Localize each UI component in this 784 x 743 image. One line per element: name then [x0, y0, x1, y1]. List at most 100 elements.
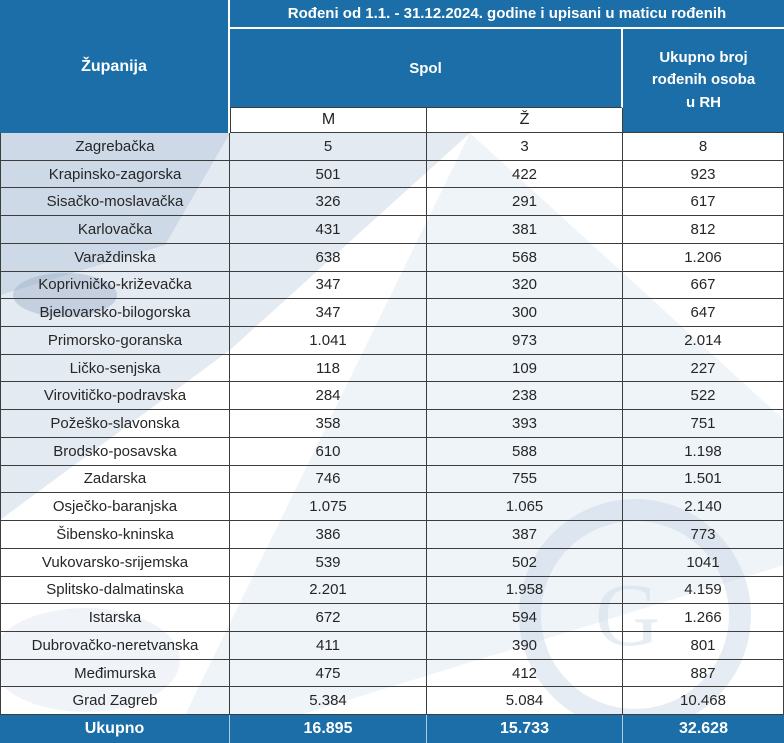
- total-count-cell: 1.198: [684, 442, 722, 460]
- female-count-cell: 5.084: [427, 687, 623, 715]
- table-row: Varaždinska 638 568 1.206: [1, 243, 783, 272]
- table-row: Međimurska 475 412 887: [1, 659, 783, 688]
- total-count-cell: 887: [690, 664, 716, 682]
- table-row: Grad Zagreb 5.384 5.084 10.468: [1, 687, 783, 716]
- female-count-cell: 320: [427, 271, 623, 299]
- table-row: Koprivničko-križevačka 347 320 667: [1, 271, 783, 300]
- male-count-cell: 501: [230, 160, 427, 188]
- total-row-label: Ukupno: [0, 715, 230, 743]
- female-column-header: Ž: [427, 108, 623, 133]
- male-count-cell: 5: [230, 133, 427, 160]
- county-column-header: Županija: [0, 0, 230, 133]
- county-name-cell: Međimurska: [1, 659, 230, 687]
- female-count-cell: 422: [427, 160, 623, 188]
- male-count-cell: 358: [230, 410, 427, 437]
- male-count-cell: 2.201: [230, 576, 427, 604]
- female-count-cell: 1.065: [427, 493, 623, 521]
- table-body: Zagrebačka 5 3 8 Krapinsko-zagorska 501 …: [0, 133, 784, 716]
- county-name-cell: Istarska: [1, 604, 230, 631]
- total-column-header: Ukupno broj rođenih osoba u RH: [623, 29, 784, 133]
- male-count-cell: 411: [230, 631, 427, 659]
- female-count-cell: 973: [427, 327, 623, 354]
- table-row: Šibensko-kninska 386 387 773: [1, 521, 783, 549]
- total-count-cell: 1041: [686, 553, 720, 571]
- county-name-cell: Šibensko-kninska: [1, 521, 230, 548]
- total-row: Ukupno 16.895 15.733 32.628: [0, 715, 784, 743]
- male-count-cell: 431: [230, 216, 427, 243]
- male-count-cell: 539: [230, 548, 427, 576]
- female-count-cell: 1.958: [427, 576, 623, 604]
- male-count-cell: 347: [230, 271, 427, 299]
- female-count-cell: 3: [427, 133, 623, 160]
- county-name-cell: Sisačko-moslavačka: [1, 188, 230, 216]
- male-count-cell: 326: [230, 188, 427, 216]
- county-name-cell: Brodsko-posavska: [1, 437, 230, 465]
- total-count-cell: 751: [690, 415, 716, 433]
- female-count-cell: 291: [427, 188, 623, 216]
- male-count-cell: 638: [230, 243, 427, 271]
- total-count-cell: 667: [690, 276, 716, 294]
- male-count-cell: 386: [230, 521, 427, 548]
- male-count-cell: 1.041: [230, 327, 427, 354]
- male-count-cell: 284: [230, 382, 427, 410]
- table-row: Požeško-slavonska 358 393 751: [1, 410, 783, 438]
- county-name-cell: Varaždinska: [1, 243, 230, 271]
- male-count-cell: 746: [230, 465, 427, 493]
- female-count-cell: 412: [427, 659, 623, 687]
- county-name-cell: Koprivničko-križevačka: [1, 271, 230, 299]
- male-count-cell: 1.075: [230, 493, 427, 521]
- total-count-cell: 1.266: [684, 609, 722, 627]
- table-row: Splitsko-dalmatinska 2.201 1.958 4.159: [1, 576, 783, 605]
- total-count-cell: 1.501: [684, 470, 722, 488]
- male-count-cell: 610: [230, 437, 427, 465]
- table-row: Karlovačka 431 381 812: [1, 216, 783, 244]
- female-count-cell: 238: [427, 382, 623, 410]
- table-row: Osječko-baranjska 1.075 1.065 2.140: [1, 493, 783, 522]
- county-name-cell: Bjelovarsko-bilogorska: [1, 299, 230, 327]
- total-count-cell: 647: [690, 304, 716, 322]
- county-name-cell: Zagrebačka: [1, 133, 230, 160]
- table-row: Virovitičko-podravska 284 238 522: [1, 382, 783, 411]
- county-name-cell: Vukovarsko-srijemska: [1, 548, 230, 576]
- county-name-cell: Osječko-baranjska: [1, 493, 230, 521]
- sex-group-header: Spol: [230, 29, 623, 108]
- female-count-cell: 502: [427, 548, 623, 576]
- total-male-cell: 16.895: [230, 715, 427, 743]
- female-count-cell: 387: [427, 521, 623, 548]
- table-row: Zagrebačka 5 3 8: [1, 133, 783, 161]
- county-name-cell: Dubrovačko-neretvanska: [1, 631, 230, 659]
- total-grand-cell: 32.628: [679, 720, 728, 737]
- male-count-cell: 347: [230, 299, 427, 327]
- county-name-cell: Splitsko-dalmatinska: [1, 576, 230, 604]
- table-row: Zadarska 746 755 1.501: [1, 465, 783, 494]
- female-count-cell: 755: [427, 465, 623, 493]
- county-name-cell: Zadarska: [1, 465, 230, 493]
- male-column-header: M: [230, 108, 427, 133]
- total-count-cell: 1.206: [684, 248, 722, 266]
- table-row: Brodsko-posavska 610 588 1.198: [1, 437, 783, 466]
- table-row: Bjelovarsko-bilogorska 347 300 647: [1, 299, 783, 328]
- male-count-cell: 672: [230, 604, 427, 631]
- table-row: Sisačko-moslavačka 326 291 617: [1, 188, 783, 217]
- table-row: Istarska 672 594 1.266: [1, 604, 783, 632]
- total-count-cell: 2.140: [684, 498, 722, 516]
- table-row: Ličko-senjska 118 109 227: [1, 354, 783, 383]
- total-count-cell: 10.468: [680, 692, 726, 710]
- total-count-cell: 923: [690, 165, 716, 183]
- female-count-cell: 109: [427, 354, 623, 382]
- female-count-cell: 594: [427, 604, 623, 631]
- county-name-cell: Karlovačka: [1, 216, 230, 243]
- female-count-cell: 300: [427, 299, 623, 327]
- county-name-cell: Grad Zagreb: [1, 687, 230, 715]
- total-count-cell: 4.159: [684, 581, 722, 599]
- total-count-cell: 812: [690, 221, 716, 239]
- table-row: Vukovarsko-srijemska 539 502 1041: [1, 548, 783, 577]
- total-count-cell: 522: [690, 387, 716, 405]
- total-count-cell: 773: [690, 525, 716, 543]
- male-count-cell: 118: [230, 354, 427, 382]
- county-name-cell: Ličko-senjska: [1, 354, 230, 382]
- total-count-cell: 227: [690, 359, 716, 377]
- female-count-cell: 381: [427, 216, 623, 243]
